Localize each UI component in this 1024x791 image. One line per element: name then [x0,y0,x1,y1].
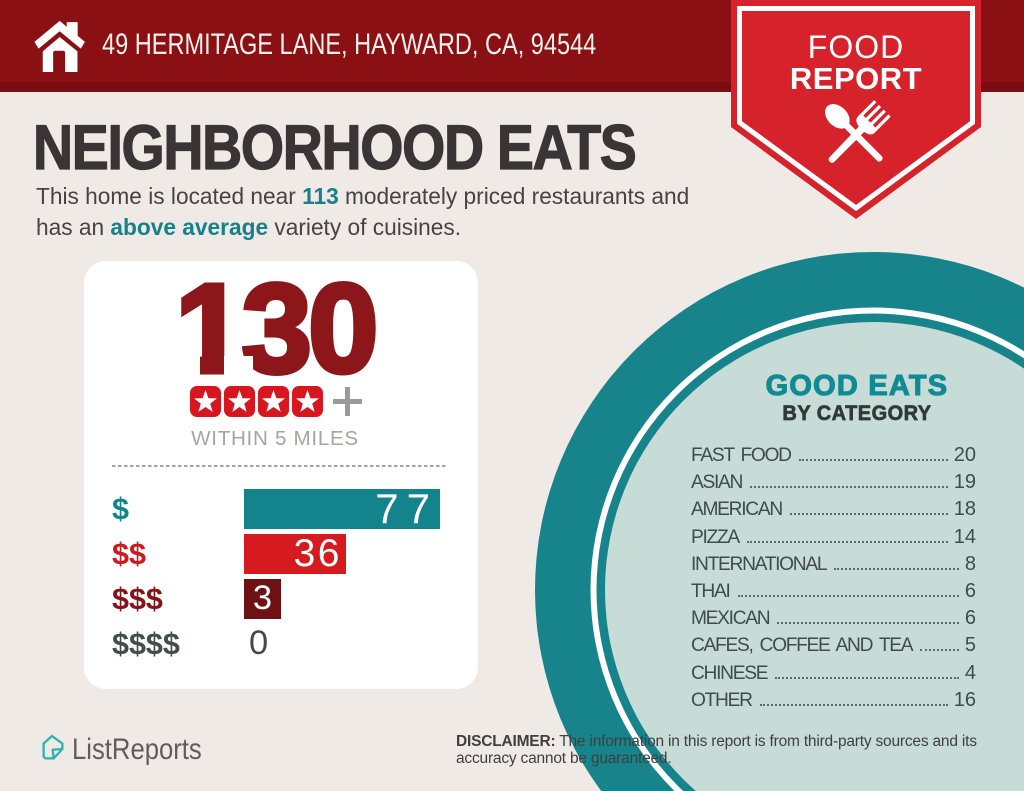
svg-text:REPORT: REPORT [790,61,922,96]
svg-text:FOOD: FOOD [808,29,904,65]
